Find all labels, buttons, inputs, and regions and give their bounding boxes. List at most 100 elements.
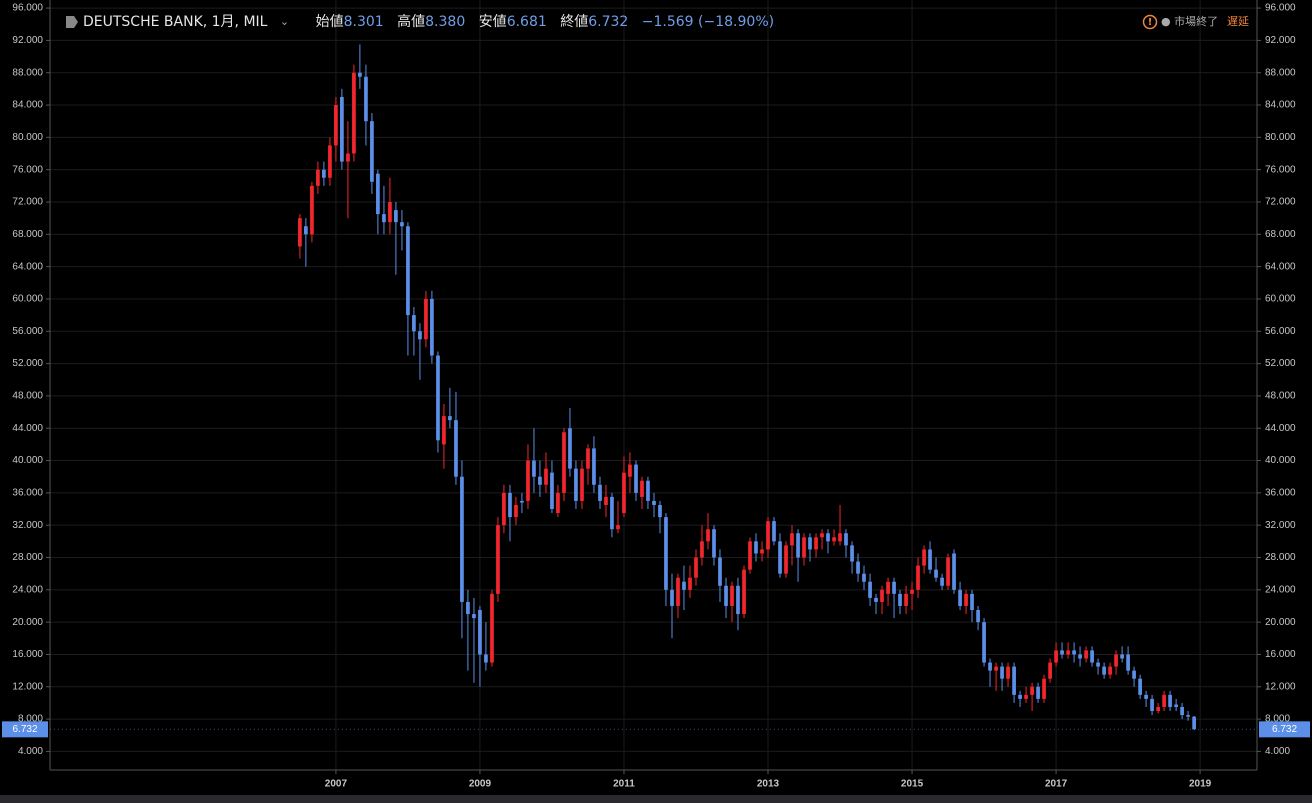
candle-body <box>382 214 386 223</box>
bottom-strip <box>0 795 1312 803</box>
candle-body <box>988 662 992 671</box>
candle-body <box>886 581 890 594</box>
y-tick-label: 40.000 <box>1265 455 1296 466</box>
candle-body <box>652 500 656 505</box>
candle-body <box>784 545 788 574</box>
status-icon[interactable] <box>1142 14 1158 30</box>
y-tick-label: 40.000 <box>12 455 43 466</box>
candles <box>298 44 1196 730</box>
candle-body <box>718 557 722 586</box>
y-tick-label: 72.000 <box>1265 197 1296 208</box>
candle-body <box>820 533 824 538</box>
y-tick-label: 4.000 <box>1265 746 1290 757</box>
candle-body <box>574 468 578 501</box>
high-value: 8.380 <box>425 14 465 30</box>
candle-body <box>586 448 590 469</box>
close-label: 終値 <box>560 14 588 30</box>
candle-body <box>526 460 530 501</box>
candle-body <box>1162 694 1166 707</box>
status-icon-mark: ! <box>1148 17 1153 28</box>
candle-body <box>892 581 896 594</box>
candle-body <box>406 226 410 316</box>
candle-body <box>1084 650 1088 659</box>
candle-body <box>418 331 422 340</box>
y-tick-label: 4.000 <box>18 746 43 757</box>
candle-body <box>1018 694 1022 699</box>
low-label: 安値 <box>479 14 507 30</box>
candle-body <box>664 517 668 590</box>
candle-body <box>862 573 866 582</box>
candle-body <box>562 432 566 493</box>
y-tick-label: 44.000 <box>12 423 43 434</box>
candle-body <box>754 541 758 554</box>
y-tick-label: 56.000 <box>1265 326 1296 337</box>
candle-body <box>628 464 632 477</box>
y-tick-label: 12.000 <box>1265 681 1296 692</box>
candle-body <box>334 105 338 146</box>
last-price-label: 6.732 <box>1272 724 1297 735</box>
candle-body <box>298 218 302 247</box>
candle-body <box>460 476 464 602</box>
header-line: DEUTSCHE BANK, 1月, MIL ⌄ 始値8.301 高値8.380… <box>83 13 774 30</box>
candle-body <box>688 577 692 590</box>
candle-body <box>808 537 812 550</box>
candle-body <box>796 533 800 558</box>
candle-body <box>1030 686 1034 695</box>
candle-body <box>598 484 602 501</box>
y-tick-label: 64.000 <box>12 261 43 272</box>
candle-body <box>304 226 308 235</box>
candle-body <box>844 533 848 546</box>
candle-body <box>634 464 638 493</box>
y-tick-label: 64.000 <box>1265 261 1296 272</box>
candle-body <box>1144 694 1148 699</box>
candle-body <box>826 533 830 542</box>
y-tick-label: 52.000 <box>12 358 43 369</box>
y-tick-label: 32.000 <box>1265 520 1296 531</box>
candle-body <box>370 121 374 182</box>
candle-body <box>1066 650 1070 655</box>
candle-body <box>682 581 686 590</box>
candle-body <box>1090 650 1094 663</box>
candle-body <box>790 533 794 546</box>
candle-body <box>1012 666 1016 695</box>
candle-body <box>520 500 524 503</box>
x-tick-label: 2017 <box>1045 779 1068 790</box>
candle-body <box>964 593 968 606</box>
candle-body <box>1108 666 1112 675</box>
candle-body <box>1102 666 1106 675</box>
y-tick-label: 96.000 <box>1265 3 1296 14</box>
y-tick-label: 36.000 <box>1265 488 1296 499</box>
x-tick-label: 2013 <box>757 779 780 790</box>
y-tick-label: 16.000 <box>1265 649 1296 660</box>
candle-body <box>730 585 734 606</box>
candle-body <box>328 145 332 178</box>
candle-body <box>670 589 674 606</box>
candle-body <box>376 173 380 215</box>
delay-label: 遅延 <box>1227 15 1249 28</box>
candle-body <box>568 428 572 469</box>
y-tick-label: 28.000 <box>12 552 43 563</box>
candle-body <box>646 480 650 501</box>
candle-body <box>838 533 842 542</box>
candle-body <box>544 468 548 485</box>
candle-body <box>1180 706 1184 716</box>
y-tick-label: 96.000 <box>12 3 43 14</box>
market-status: ● 市場終了 <box>1161 14 1218 28</box>
candle-body <box>676 577 680 606</box>
header: DEUTSCHE BANK, 1月, MIL ⌄ 始値8.301 高値8.380… <box>66 13 1249 30</box>
y-tick-label: 48.000 <box>1265 391 1296 402</box>
y-tick-label: 92.000 <box>1265 35 1296 46</box>
candle-body <box>1042 678 1046 699</box>
y-tick-label: 76.000 <box>12 164 43 175</box>
y-tick-label: 68.000 <box>1265 229 1296 240</box>
x-tick-label: 2011 <box>613 779 635 790</box>
candle-body <box>958 589 962 606</box>
y-tick-label: 32.000 <box>12 520 43 531</box>
y-tick-label: 20.000 <box>1265 617 1296 628</box>
y-tick-label: 76.000 <box>1265 164 1296 175</box>
candle-body <box>448 416 452 421</box>
candle-body <box>814 537 818 550</box>
candle-body <box>700 541 704 558</box>
candle-body <box>1132 670 1136 679</box>
candle-body <box>1096 662 1100 667</box>
